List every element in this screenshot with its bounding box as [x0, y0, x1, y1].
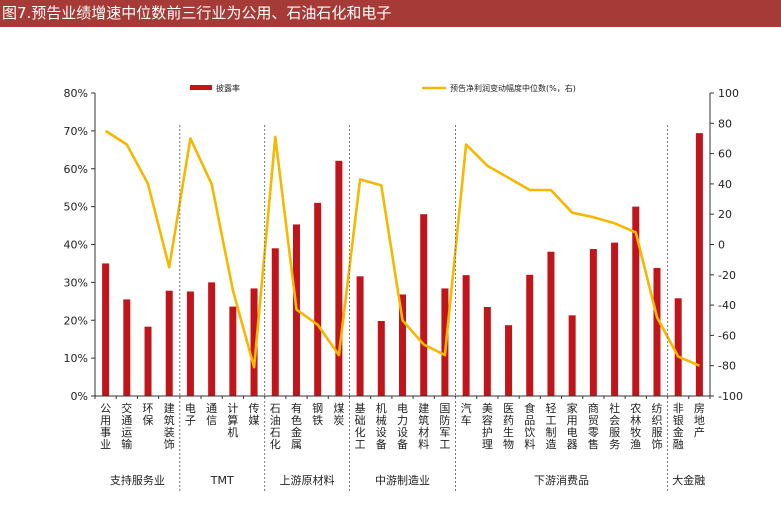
group-labels: 支持服务业 TMT 上游原材料 中游制造业 下游消费品 大金融 [110, 125, 705, 492]
bar-21 [526, 274, 534, 396]
left-tick-label: 30% [64, 276, 88, 289]
bar-1 [102, 263, 110, 396]
x-tick-label: 房地产 [694, 402, 705, 439]
bar-23 [568, 315, 576, 396]
right-tick-label: -40 [718, 299, 736, 312]
median-line [104, 129, 700, 369]
legend-line-label: 预告净利润变动幅度中位数(%，右) [450, 83, 576, 93]
right-tick-label: 40 [718, 178, 732, 191]
x-tick-label: 有色金属 [291, 401, 302, 451]
bar-14 [377, 321, 385, 396]
x-tick-label: 煤炭 [333, 402, 344, 427]
figure-title: 图7.预告业绩增速中位数前三行业为公用、石油石化和电子 [0, 0, 781, 27]
right-tick-label: -60 [718, 329, 736, 342]
x-tick-label: 交通运输 [121, 401, 132, 451]
left-tick-label: 70% [64, 125, 88, 138]
legend-bar-label: 披露率 [216, 83, 240, 93]
bar-3 [144, 326, 152, 396]
left-tick-label: 80% [64, 87, 88, 100]
right-tick-label: -20 [718, 269, 736, 282]
bar-13 [356, 276, 364, 396]
bar-11 [314, 202, 322, 396]
bar-28 [674, 298, 682, 396]
left-tick-label: 20% [64, 314, 88, 327]
left-tick-label: 60% [64, 163, 88, 176]
x-tick-label: 农林牧渔 [630, 401, 641, 451]
x-tick-labels: 公用事业交通运输环保建筑装饰电子通信计算机传媒石油石化有色金属钢铁煤炭基础化工机… [100, 401, 705, 451]
x-tick-label: 计算机 [227, 402, 238, 439]
x-tick-label: 食品饮料 [524, 401, 535, 451]
left-tick-label: 40% [64, 239, 88, 252]
x-tick-label: 传媒 [249, 402, 260, 427]
x-tick-label: 机械设备 [376, 401, 387, 451]
x-tick-label: 环保 [143, 402, 154, 427]
bar-19 [483, 306, 491, 396]
x-tick-label: 医药生物 [503, 402, 514, 451]
right-tick-label: 100 [718, 87, 739, 100]
right-tick-label: 20 [718, 208, 732, 221]
bar-15 [399, 294, 406, 396]
group-label: 支持服务业 [110, 473, 165, 487]
x-tick-label: 基础化工 [355, 402, 366, 451]
bar-16 [420, 214, 428, 396]
bar-2 [123, 299, 131, 396]
x-tick-label: 轻工制造 [545, 401, 556, 451]
x-tick-label: 建筑装饰 [164, 401, 175, 451]
bar-22 [547, 251, 555, 396]
bar-24 [589, 249, 597, 396]
legend: 披露率 预告净利润变动幅度中位数(%，右) [190, 83, 576, 93]
x-tick-label: 非银金融 [673, 402, 684, 451]
right-tick-label: -80 [718, 360, 736, 373]
bar-26 [632, 206, 640, 396]
bar-12 [335, 160, 343, 396]
x-tick-label: 美容护理 [482, 402, 493, 451]
left-tick-label: 0% [71, 390, 88, 403]
right-tick-label: 60 [718, 148, 732, 161]
x-tick-label: 电力设备 [397, 402, 408, 451]
x-tick-label: 电子 [185, 402, 196, 427]
x-tick-label: 商贸零售 [588, 401, 599, 451]
group-label: 大金融 [672, 473, 705, 487]
x-tick-label: 通信 [206, 402, 217, 427]
left-tick-label: 50% [64, 201, 88, 214]
x-tick-label: 建筑材料 [418, 401, 429, 451]
bar-8 [250, 288, 258, 396]
right-tick-label: 0 [718, 239, 725, 252]
x-tick-label: 石油石化 [270, 402, 281, 451]
axes: 0% 10% 20% 30% 40% 50% 60% 70% 80% -100 -80 -60 -40 -… [64, 87, 743, 403]
x-tick-label: 钢铁 [312, 402, 323, 427]
bar-4 [165, 290, 173, 396]
left-tick-label: 10% [64, 352, 88, 365]
right-tick-label: 80 [718, 117, 732, 130]
bar-18 [462, 275, 470, 396]
legend-bar-swatch [190, 85, 212, 90]
x-tick-label: 纺织服饰 [651, 401, 662, 451]
bar-6 [208, 282, 216, 396]
bar-5 [186, 291, 194, 396]
bar-7 [229, 306, 237, 396]
right-tick-label: -100 [718, 390, 743, 403]
x-tick-label: 公用事业 [100, 402, 111, 451]
x-tick-label: 汽车 [461, 401, 472, 427]
group-label: 上游原材料 [280, 473, 335, 487]
group-label: TMT [210, 474, 234, 487]
line-series [104, 129, 700, 369]
bar-9 [271, 248, 279, 396]
group-label: 中游制造业 [375, 473, 430, 487]
x-tick-label: 社会服务 [609, 401, 620, 451]
x-tick-label: 家用电器 [567, 401, 578, 451]
bar-29 [695, 133, 703, 396]
bar-27 [653, 267, 661, 396]
bar-25 [611, 242, 619, 396]
x-tick-label: 国防军工 [439, 402, 450, 451]
bar-series [102, 133, 703, 396]
group-label: 下游消费品 [534, 473, 589, 487]
bar-20 [505, 325, 513, 396]
